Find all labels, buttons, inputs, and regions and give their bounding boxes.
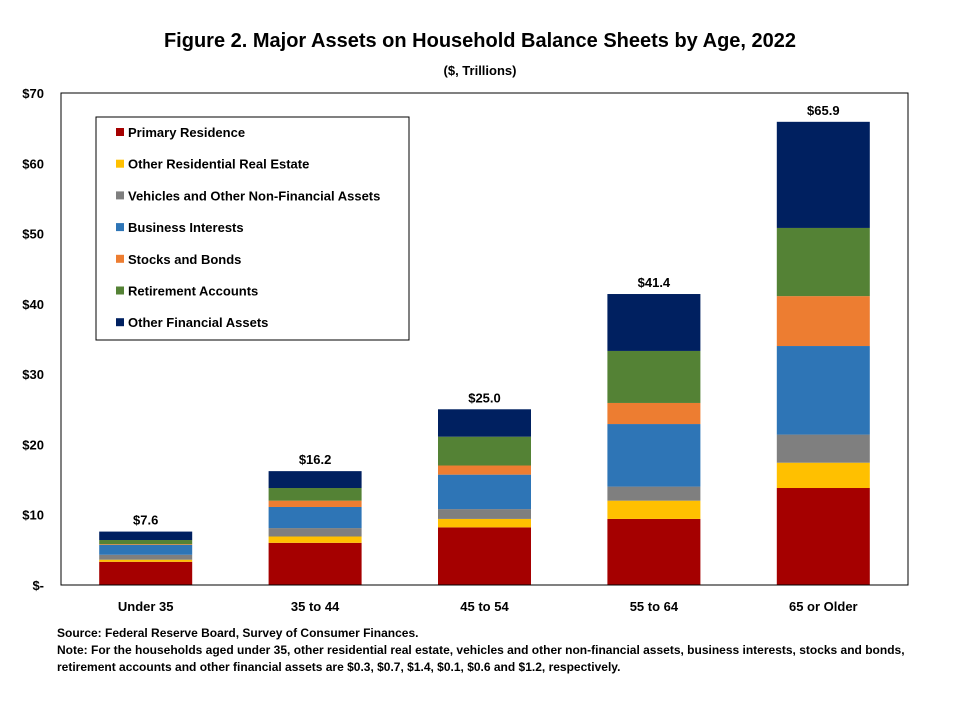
bar-segment (99, 544, 193, 545)
legend-label: Other Residential Real Estate (128, 157, 309, 172)
bar-segment (268, 506, 362, 529)
total-data-label: $16.2 (299, 452, 332, 467)
legend-swatch (116, 191, 124, 200)
chart-title: Figure 2. Major Assets on Household Bala… (163, 30, 797, 52)
y-tick-label: $30 (22, 367, 44, 382)
bar-segment (99, 544, 193, 555)
bar-segment (607, 294, 701, 351)
axis-layer: $- $10 $20 $30 $40 $50 $60 $70 Under 35 35 to 44 4… (22, 86, 909, 614)
bar-segment (438, 518, 531, 528)
legend-label: Business Interests (128, 220, 244, 235)
plot-area-border (60, 92, 909, 586)
bar-segment (776, 296, 870, 347)
bar-segment (776, 346, 870, 435)
legend-swatch (116, 318, 124, 327)
bar-segment (607, 424, 701, 487)
total-data-label: $25.0 (468, 390, 501, 405)
y-tick-label: $40 (22, 297, 44, 312)
bar-segment (99, 559, 193, 562)
bar-segment (99, 561, 193, 585)
bar-segment (438, 409, 531, 437)
bar-segment (438, 474, 531, 510)
y-tick-label: $60 (22, 156, 44, 171)
explanatory-note: Note: For the households aged under 35, … (57, 643, 905, 674)
legend-label: Other Financial Assets (128, 315, 268, 330)
chart-subtitle: ($, Trillions) (443, 63, 517, 78)
bar-segment (776, 462, 870, 489)
bar-segment (438, 527, 531, 585)
bar-segment (438, 509, 531, 519)
bar-segment (99, 554, 193, 560)
y-tick-label: $20 (22, 437, 44, 452)
legend-label: Stocks and Bonds (128, 252, 241, 267)
footnotes: Source: Federal Reserve Board, Survey of… (57, 625, 917, 676)
bar-segment (438, 436, 531, 466)
legend-label: Vehicles and Other Non-Financial Assets (128, 188, 380, 203)
legend-label: Retirement Accounts (128, 284, 258, 299)
bar-segment (268, 542, 362, 585)
legend-swatch (116, 159, 124, 168)
bar-segment (607, 402, 701, 425)
y-tick-label: $10 (22, 508, 44, 523)
legend: Primary Residence Other Residential Real … (95, 116, 410, 341)
bar-segment (607, 518, 701, 585)
bars-layer: $7.6 $16.2 $25.0 $41.4 $65.9 (99, 103, 870, 585)
legend-swatch (116, 223, 124, 232)
source-note: Source: Federal Reserve Board, Survey of… (57, 626, 419, 640)
x-tick-label: Under 35 (118, 599, 174, 614)
y-tick-label: $70 (22, 86, 44, 101)
total-data-label: $41.4 (638, 275, 671, 290)
x-tick-label: 45 to 54 (460, 599, 509, 614)
y-tick-label: $50 (22, 227, 44, 242)
y-tick-label: $- (32, 578, 44, 593)
legend-label: Primary Residence (128, 125, 245, 140)
bar-segment (268, 528, 362, 537)
bar-segment (607, 500, 701, 519)
bar-segment (268, 471, 362, 489)
bar-segment (268, 536, 362, 543)
bar-segment (607, 486, 701, 501)
total-data-label: $7.6 (133, 513, 158, 528)
bar-segment (776, 488, 870, 585)
legend-swatch (116, 128, 124, 136)
x-tick-label: 65 or Older (789, 599, 858, 614)
total-data-label: $65.9 (807, 103, 840, 118)
bar-segment (99, 531, 193, 541)
bar-segment (607, 350, 701, 403)
bar-segment (776, 434, 870, 463)
bar-segment (776, 227, 870, 297)
x-tick-label: 35 to 44 (291, 599, 340, 614)
bar-segment (438, 465, 531, 475)
legend-swatch (116, 286, 124, 295)
bar-segment (268, 500, 362, 507)
legend-swatch (116, 254, 124, 263)
x-tick-label: 55 to 64 (630, 599, 679, 614)
bar-segment (776, 121, 870, 228)
legend-box (95, 116, 410, 341)
bar-segment (99, 540, 193, 545)
bar-segment (268, 488, 362, 501)
